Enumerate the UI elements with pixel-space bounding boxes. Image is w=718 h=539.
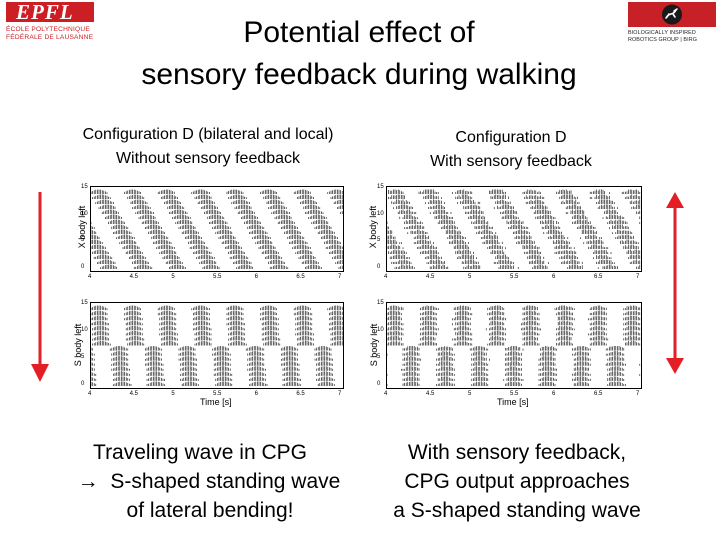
y-tick-label: 15 xyxy=(377,300,384,306)
left-top-ylabel: X body left xyxy=(77,205,87,249)
right-bottom-raster xyxy=(386,305,641,386)
salamander-icon xyxy=(662,4,682,25)
x-tick-label: 4.5 xyxy=(426,391,435,397)
y-tick-label: 10 xyxy=(377,327,384,333)
x-tick-label: 7 xyxy=(636,274,640,280)
x-tick-label: 5.5 xyxy=(510,274,519,280)
epfl-logo-mark: EPFL xyxy=(6,1,94,23)
left-caption-line-2: Without sensory feedback xyxy=(115,150,301,167)
x-tick-label: 6 xyxy=(552,274,556,280)
x-tick-label: 6.5 xyxy=(594,391,603,397)
title-line-2: sensory feedback during walking xyxy=(141,58,577,91)
arrow-right-icon: → xyxy=(77,470,99,493)
birg-logo-line1: BIOLOGICALLY INSPIRED xyxy=(628,30,696,36)
left-bottom-raster xyxy=(90,305,343,386)
epfl-logo-line1: ÉCOLE POLYTECHNIQUE xyxy=(6,26,90,33)
y-tick-label: 5 xyxy=(81,354,85,360)
y-tick-label: 15 xyxy=(81,300,88,306)
right-top-raster xyxy=(386,189,641,269)
y-tick-label: 10 xyxy=(81,327,88,333)
y-tick-label: 10 xyxy=(377,210,384,217)
left-top-plot xyxy=(90,186,344,272)
birg-logo: BIOLOGICALLY INSPIRED ROBOTICS GROUP | B… xyxy=(628,2,716,48)
bottom-left-line-2: → S-shaped standing wave xyxy=(44,467,374,496)
x-tick-label: 5 xyxy=(171,391,175,397)
raster-traces xyxy=(386,305,641,386)
right-double-arrow-icon xyxy=(666,192,684,374)
x-tick-label: 5 xyxy=(468,391,472,397)
title-line-1: Potential effect of xyxy=(243,16,475,49)
y-tick-label: 0 xyxy=(377,264,381,270)
right-top-ylabel: X body left xyxy=(368,205,378,249)
x-tick-label: 4 xyxy=(384,391,388,397)
bottom-left-line-2-text: S-shaped standing wave xyxy=(110,470,341,493)
y-tick-label: 0 xyxy=(377,381,381,387)
bottom-left-line-1: Traveling wave in CPG xyxy=(93,441,307,464)
bottom-right-line-3: a S-shaped standing wave xyxy=(393,499,641,522)
y-tick-label: 10 xyxy=(81,210,88,217)
x-tick-label: 4.5 xyxy=(129,391,138,397)
x-tick-label: 5 xyxy=(468,274,472,280)
bottom-left-line-3: of lateral bending! xyxy=(126,499,294,522)
x-tick-label: 7 xyxy=(338,274,342,280)
left-xlabel: Time [s] xyxy=(200,397,232,407)
raster-traces xyxy=(90,189,343,269)
x-tick-label: 4.5 xyxy=(426,274,435,280)
right-bottom-plot xyxy=(386,302,642,389)
x-tick-label: 6.5 xyxy=(296,391,305,397)
y-tick-label: 15 xyxy=(81,184,88,190)
left-bottom-plot xyxy=(90,302,344,389)
x-tick-label: 5.5 xyxy=(213,274,222,280)
y-tick-label: 15 xyxy=(377,184,384,190)
y-tick-label: 0 xyxy=(81,264,85,270)
x-tick-label: 6 xyxy=(552,391,556,397)
x-tick-label: 7 xyxy=(636,391,640,397)
birg-logo-line2: ROBOTICS GROUP | BIRG xyxy=(628,37,697,43)
y-tick-label: 5 xyxy=(81,237,85,244)
epfl-logo-line2: FÉDÉRALE DE LAUSANNE xyxy=(6,34,94,41)
x-tick-label: 6.5 xyxy=(594,274,603,280)
x-tick-label: 4 xyxy=(88,391,92,397)
right-caption-line-1: Configuration D xyxy=(455,129,567,146)
x-tick-label: 6 xyxy=(254,391,258,397)
right-top-plot xyxy=(386,186,642,272)
right-caption-line-2: With sensory feedback xyxy=(430,153,592,170)
x-tick-label: 7 xyxy=(338,391,342,397)
bottom-right-line-1: With sensory feedback, xyxy=(407,441,627,464)
x-tick-label: 4 xyxy=(88,274,92,280)
right-xlabel: Time [s] xyxy=(497,397,529,407)
raster-traces xyxy=(386,189,641,269)
y-tick-label: 5 xyxy=(377,354,381,360)
x-tick-label: 6 xyxy=(254,274,258,280)
x-tick-label: 4.5 xyxy=(129,274,138,280)
birg-logo-mark xyxy=(628,2,716,27)
raster-traces xyxy=(90,305,343,386)
left-top-raster xyxy=(90,189,343,269)
bottom-right-line-2: CPG output approaches xyxy=(404,470,630,493)
y-tick-label: 5 xyxy=(377,237,381,244)
left-caption-line-1: Configuration D (bilateral and local) xyxy=(82,126,334,143)
x-tick-label: 5.5 xyxy=(213,391,222,397)
right-bottom-ylabel: S body left xyxy=(369,323,379,367)
epfl-logo: EPFL ÉCOLE POLYTECHNIQUE FÉDÉRALE DE LAU… xyxy=(6,1,94,42)
left-down-arrow-icon xyxy=(31,192,49,382)
left-bottom-ylabel: S body left xyxy=(73,323,83,367)
x-tick-label: 4 xyxy=(384,274,388,280)
x-tick-label: 5 xyxy=(171,274,175,280)
x-tick-label: 5.5 xyxy=(510,391,519,397)
y-tick-label: 0 xyxy=(81,381,85,387)
x-tick-label: 6.5 xyxy=(296,274,305,280)
